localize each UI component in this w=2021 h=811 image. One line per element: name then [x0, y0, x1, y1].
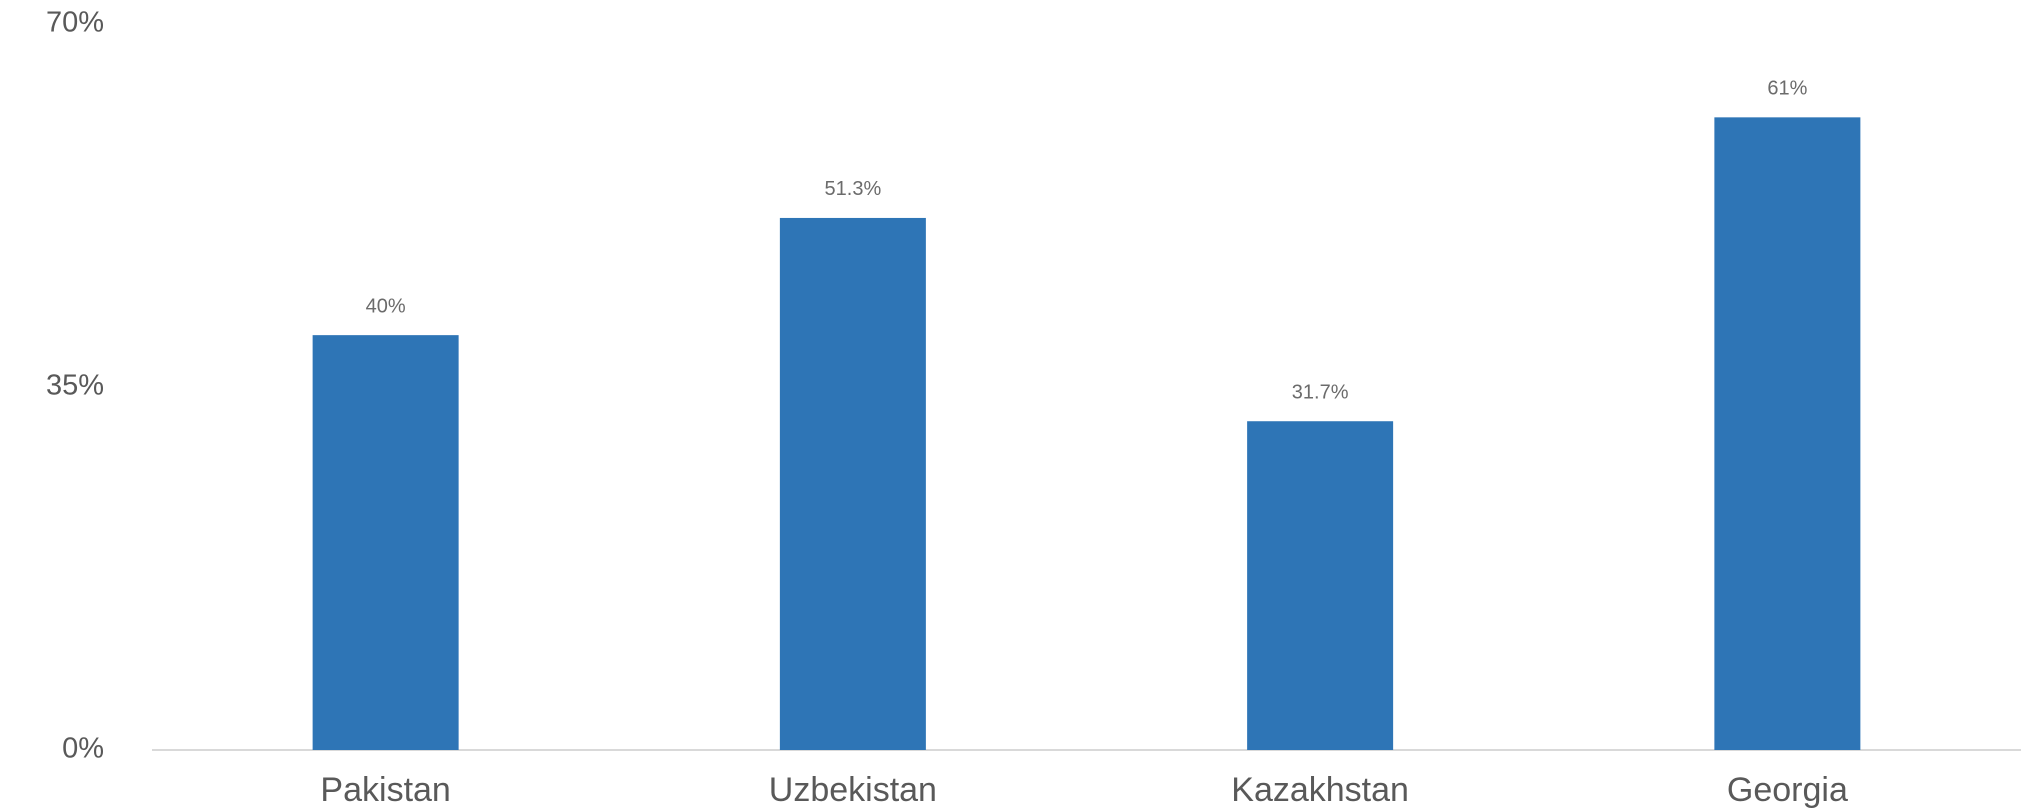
x-tick-label: Uzbekistan: [769, 771, 937, 809]
data-label: 31.7%: [1292, 382, 1349, 404]
data-label: 51.3%: [825, 178, 882, 200]
bar: [312, 335, 459, 750]
x-tick-label: Georgia: [1727, 771, 1848, 809]
bar: [1247, 421, 1394, 750]
data-label: 40%: [366, 295, 406, 317]
x-tick-label: Kazakhstan: [1231, 771, 1409, 809]
y-tick-label: 0%: [62, 733, 104, 765]
bar: [779, 217, 926, 751]
y-tick-label: 70%: [46, 7, 104, 39]
data-label: 61%: [1767, 78, 1807, 100]
x-tick-label: Pakistan: [320, 771, 450, 809]
y-tick-label: 35%: [46, 370, 104, 402]
bar: [1714, 117, 1861, 751]
